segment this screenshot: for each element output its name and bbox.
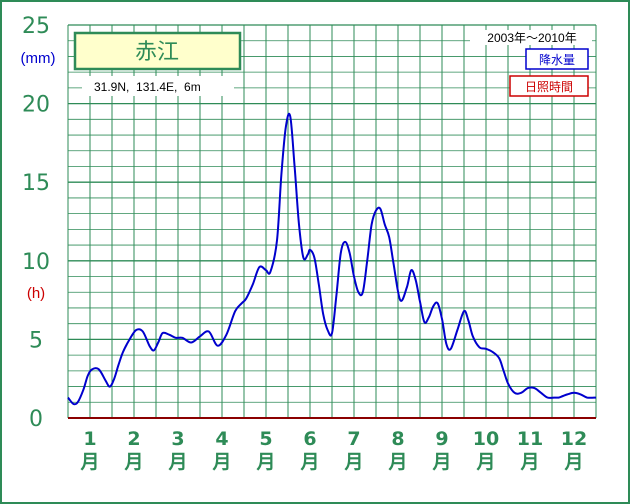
y-tick-label: 0 xyxy=(29,407,43,432)
y-tick-label: 15 xyxy=(22,171,50,196)
y-unit-sunshine: (h) xyxy=(27,285,45,302)
month-suffix-label: 月 xyxy=(563,451,583,473)
legend-sunshine-box xyxy=(509,75,589,97)
month-suffix-label: 月 xyxy=(431,451,451,473)
precip-series-line xyxy=(67,112,597,406)
month-number-label: 7 xyxy=(347,428,360,450)
month-suffix-label: 月 xyxy=(519,451,539,473)
month-suffix-label: 月 xyxy=(123,451,143,473)
y-tick-label: 20 xyxy=(22,93,50,118)
month-suffix-label: 月 xyxy=(475,451,495,473)
y-tick-label: 25 xyxy=(22,14,50,39)
station-name: 赤江 xyxy=(135,40,179,65)
location-label: 31.9N, 131.4E, 6m xyxy=(94,80,201,94)
month-number-label: 2 xyxy=(127,428,140,450)
month-number-label: 1 xyxy=(83,428,96,450)
month-suffix-label: 月 xyxy=(167,451,187,473)
legend-sunshine-label: 日照時間 xyxy=(525,80,573,94)
y-tick-label: 10 xyxy=(22,250,50,275)
legend-precip-box xyxy=(525,48,589,70)
month-number-label: 3 xyxy=(171,428,184,450)
month-number-label: 9 xyxy=(435,428,448,450)
month-suffix-label: 月 xyxy=(387,451,407,473)
month-number-label: 8 xyxy=(391,428,404,450)
month-number-label: 10 xyxy=(473,428,499,450)
month-suffix-label: 月 xyxy=(255,451,275,473)
month-number-label: 6 xyxy=(303,428,316,450)
period-label: 2003年～2010年 xyxy=(487,31,576,45)
month-number-label: 5 xyxy=(259,428,272,450)
y-tick-label: 5 xyxy=(29,328,43,353)
month-number-label: 4 xyxy=(215,428,228,450)
station-title-box xyxy=(73,31,242,71)
month-number-label: 12 xyxy=(561,428,587,450)
y-axis-ticks: 0 5 10 15 20 25 xyxy=(22,14,50,432)
month-suffix-label: 月 xyxy=(211,451,231,473)
legend-precip-label: 降水量 xyxy=(539,53,575,67)
month-number-label: 11 xyxy=(517,428,543,450)
period-label-bg xyxy=(470,30,592,45)
y-unit-precip: (mm) xyxy=(21,50,56,67)
month-suffix-label: 月 xyxy=(343,451,363,473)
month-suffix-label: 月 xyxy=(299,451,319,473)
location-label-bg xyxy=(82,76,234,96)
month-suffix-label: 月 xyxy=(79,451,99,473)
